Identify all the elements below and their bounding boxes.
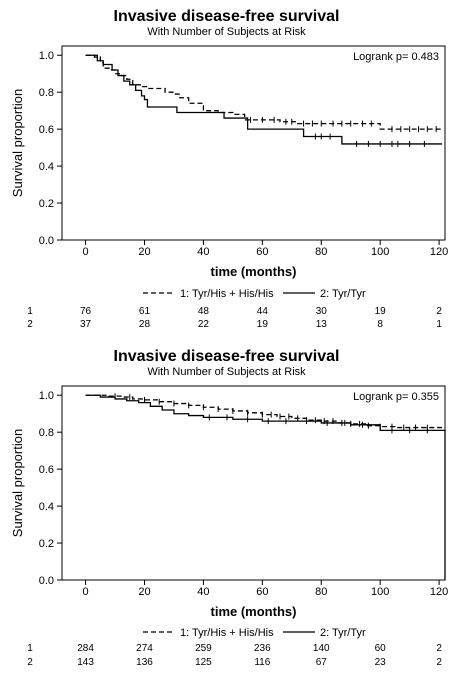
chart-title: Invasive disease-free survival bbox=[113, 348, 340, 365]
x-tick-label: 80 bbox=[315, 246, 327, 258]
at-risk-count: 8 bbox=[377, 319, 383, 330]
at-risk-count: 30 bbox=[316, 306, 328, 317]
at-risk-row-label: 2 bbox=[27, 319, 33, 330]
at-risk-row-label: 1 bbox=[27, 306, 33, 317]
x-tick-label: 80 bbox=[315, 586, 327, 598]
at-risk-count: 44 bbox=[257, 306, 269, 317]
y-tick-label: 0.0 bbox=[39, 235, 54, 247]
y-tick-label: 1.0 bbox=[39, 390, 54, 402]
chart-panel-top: Invasive disease-free survival With Numb… bbox=[0, 0, 453, 340]
at-risk-count: 67 bbox=[316, 657, 328, 668]
chart-title: Invasive disease-free survival bbox=[113, 8, 340, 25]
x-tick-label: 0 bbox=[83, 586, 89, 598]
survival-curve-2 bbox=[85, 394, 446, 580]
at-risk-count: 136 bbox=[136, 657, 153, 668]
y-tick-label: 0.4 bbox=[39, 501, 54, 513]
y-tick-label: 0.6 bbox=[39, 124, 54, 136]
at-risk-row-label: 2 bbox=[27, 657, 33, 668]
at-risk-count: 284 bbox=[77, 643, 94, 654]
y-tick-label: 0.2 bbox=[39, 538, 54, 550]
at-risk-count: 23 bbox=[375, 657, 387, 668]
at-risk-count: 140 bbox=[313, 643, 330, 654]
survival-curve-1 bbox=[85, 54, 443, 130]
x-tick-label: 60 bbox=[256, 246, 268, 258]
survival-chart-top: 0.0 0.2 0.4 0.6 0.8 1.0 0 20 40 60 80 100 120 time (m… bbox=[10, 45, 448, 330]
x-tick-label: 40 bbox=[197, 246, 209, 258]
at-risk-count: 259 bbox=[195, 643, 212, 654]
x-tick-label: 60 bbox=[256, 586, 268, 598]
y-tick-label: 0.4 bbox=[39, 161, 54, 173]
at-risk-count: 22 bbox=[198, 319, 210, 330]
y-tick-label: 0.8 bbox=[39, 427, 54, 439]
at-risk-count: 2 bbox=[436, 643, 442, 654]
at-risk-count: 60 bbox=[375, 643, 387, 654]
at-risk-count: 28 bbox=[139, 319, 151, 330]
at-risk-count: 1 bbox=[436, 319, 442, 330]
chart-subtitle: With Number of Subjects at Risk bbox=[147, 26, 306, 38]
x-tick-label: 0 bbox=[83, 246, 89, 258]
at-risk-count: 61 bbox=[139, 306, 151, 317]
y-axis-label: Survival proportion bbox=[10, 89, 25, 197]
at-risk-count: 76 bbox=[80, 306, 92, 317]
at-risk-count: 143 bbox=[77, 657, 94, 668]
logrank-annotation: Logrank p= 0.355 bbox=[353, 391, 439, 403]
at-risk-count: 125 bbox=[195, 657, 212, 668]
survival-chart-bottom: 0.0 0.2 0.4 0.6 0.8 1.0 0 20 40 60 80 100 120 time (m… bbox=[10, 385, 448, 668]
survival-curve-2 bbox=[85, 54, 443, 145]
x-tick-label: 40 bbox=[197, 586, 209, 598]
chart-panel-bottom: Invasive disease-free survival With Numb… bbox=[0, 340, 453, 692]
x-tick-label: 20 bbox=[138, 246, 150, 258]
x-tick-label: 120 bbox=[430, 246, 448, 258]
y-axis-label: Survival proportion bbox=[10, 429, 25, 537]
at-risk-row-label: 1 bbox=[27, 643, 33, 654]
at-risk-count: 37 bbox=[80, 319, 92, 330]
y-tick-label: 0.2 bbox=[39, 198, 54, 210]
at-risk-count: 48 bbox=[198, 306, 210, 317]
chart-subtitle: With Number of Subjects at Risk bbox=[147, 366, 306, 378]
legend-label-series-2: 2: Tyr/Tyr bbox=[320, 627, 366, 639]
legend-label-series-1: 1: Tyr/His + His/His bbox=[180, 627, 274, 639]
plot-frame bbox=[61, 385, 446, 581]
x-axis-label: time (months) bbox=[211, 604, 297, 619]
legend-label-series-2: 2: Tyr/Tyr bbox=[320, 288, 366, 300]
at-risk-count: 19 bbox=[257, 319, 269, 330]
at-risk-count: 2 bbox=[436, 657, 442, 668]
y-tick-label: 1.0 bbox=[39, 50, 54, 62]
x-tick-label: 100 bbox=[371, 586, 389, 598]
logrank-annotation: Logrank p= 0.483 bbox=[353, 51, 439, 63]
y-tick-label: 0.0 bbox=[39, 575, 54, 587]
x-tick-label: 20 bbox=[138, 586, 150, 598]
at-risk-count: 2 bbox=[436, 306, 442, 317]
plot-frame bbox=[61, 45, 446, 241]
at-risk-count: 236 bbox=[254, 643, 271, 654]
x-axis-label: time (months) bbox=[211, 264, 297, 279]
x-tick-label: 120 bbox=[430, 586, 448, 598]
at-risk-count: 19 bbox=[375, 306, 387, 317]
x-tick-label: 100 bbox=[371, 246, 389, 258]
survival-curve-1 bbox=[85, 394, 443, 429]
at-risk-count: 116 bbox=[254, 657, 270, 668]
y-tick-label: 0.8 bbox=[39, 87, 54, 99]
at-risk-count: 13 bbox=[316, 319, 328, 330]
at-risk-count: 274 bbox=[136, 643, 153, 654]
legend-label-series-1: 1: Tyr/His + His/His bbox=[180, 288, 274, 300]
y-tick-label: 0.6 bbox=[39, 464, 54, 476]
